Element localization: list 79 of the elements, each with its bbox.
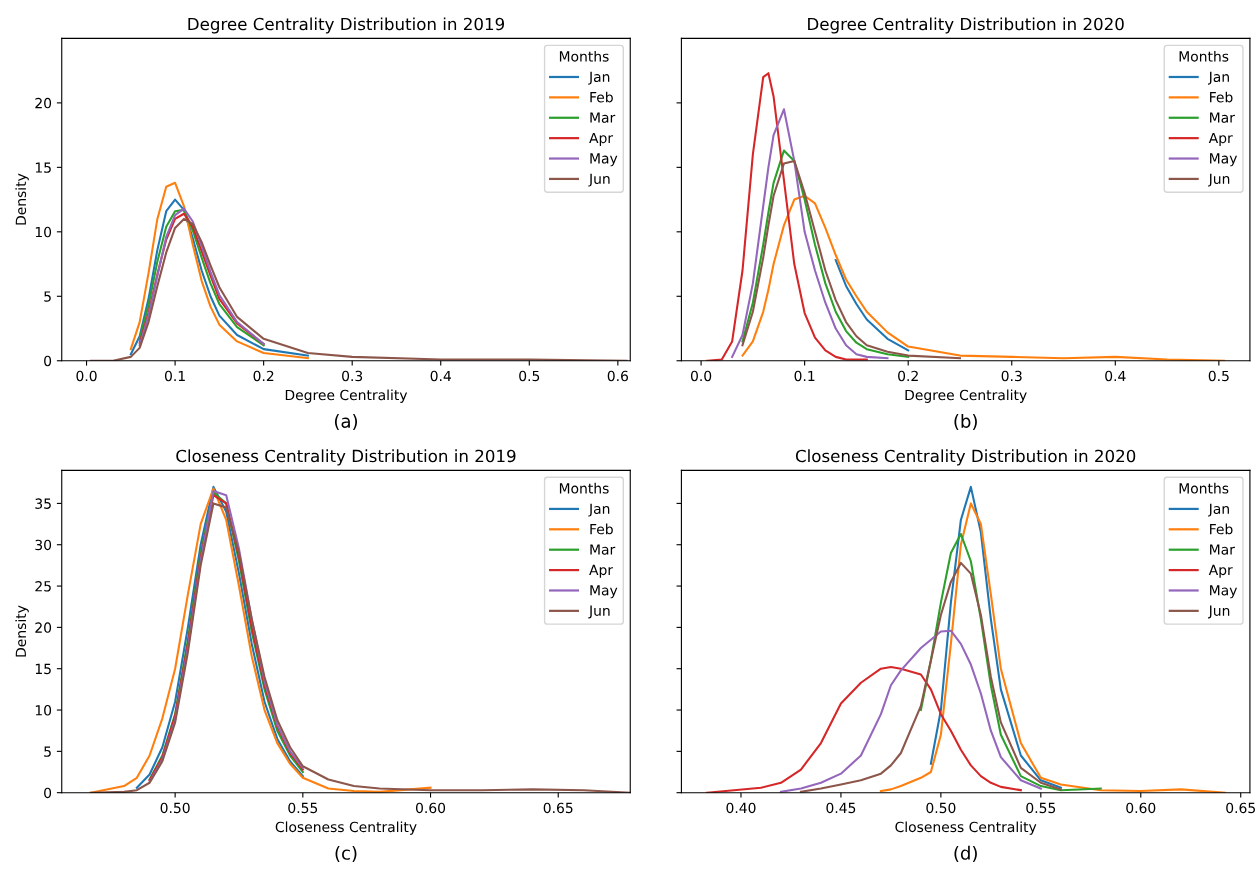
legend-label: Jun bbox=[588, 605, 610, 619]
legend-label: Mar bbox=[1210, 112, 1235, 123]
legend-label: Feb bbox=[1210, 523, 1233, 535]
legend-label: Mar bbox=[590, 112, 616, 123]
legend-label: Apr bbox=[589, 564, 614, 578]
legend-title: Months bbox=[1179, 50, 1229, 62]
x-tick-label: 0.40 bbox=[726, 802, 756, 814]
legend-label: Jan bbox=[1207, 71, 1229, 85]
x-tick-label: 0.65 bbox=[1226, 802, 1255, 814]
x-tick-label: 0.1 bbox=[164, 370, 185, 382]
legend-title: Months bbox=[1179, 482, 1229, 494]
x-tick-label: 0.50 bbox=[160, 802, 190, 814]
y-tick-label: 0 bbox=[44, 787, 52, 799]
legend-label: Feb bbox=[590, 91, 613, 103]
y-tick-label: 5 bbox=[44, 291, 51, 302]
legend-label: May bbox=[1210, 153, 1237, 167]
y-tick-label: 5 bbox=[44, 746, 51, 757]
x-tick-label: 0.55 bbox=[288, 802, 318, 814]
legend-label: Apr bbox=[589, 132, 614, 146]
x-tick-label: 0.65 bbox=[543, 802, 573, 814]
legend-label: Jun bbox=[1207, 173, 1230, 187]
x-axis-title: Closeness Centrality bbox=[895, 821, 1037, 835]
x-tick-label: 0.45 bbox=[826, 802, 856, 814]
legend-label: Jun bbox=[588, 173, 610, 187]
x-tick-label: 0.6 bbox=[607, 370, 629, 382]
x-tick-label: 0.4 bbox=[430, 370, 452, 382]
x-tick-label: 0.50 bbox=[926, 802, 956, 814]
text: (b) bbox=[954, 413, 977, 431]
x-tick-label: 0.60 bbox=[1126, 802, 1156, 814]
legend-label: May bbox=[1210, 585, 1237, 599]
y-tick-label: 30 bbox=[35, 539, 52, 551]
x-axis-title: Closeness Centrality bbox=[275, 821, 417, 835]
legend-label: Jan bbox=[1207, 503, 1229, 517]
x-tick-label: 0.1 bbox=[794, 370, 815, 382]
chart-title: Closeness Centrality Distribution in 2019 bbox=[176, 449, 516, 466]
y-tick-label: 15 bbox=[35, 663, 51, 675]
legend-label: Mar bbox=[590, 544, 616, 555]
x-tick-label: 0.5 bbox=[519, 370, 540, 382]
x-tick-label: 0.60 bbox=[415, 802, 446, 814]
legend-label: Feb bbox=[590, 523, 613, 535]
x-tick-label: 0.5 bbox=[1208, 370, 1229, 382]
legend-label: Jan bbox=[588, 503, 610, 517]
x-tick-label: 0.3 bbox=[342, 370, 363, 382]
x-tick-label: 0.55 bbox=[1026, 802, 1056, 814]
y-axis-title: Density bbox=[15, 605, 29, 657]
x-axis-title: Degree Centrality bbox=[285, 389, 408, 403]
legend-label: Mar bbox=[1210, 544, 1235, 555]
x-tick-label: 0.0 bbox=[76, 370, 97, 382]
legend-title: Months bbox=[559, 50, 609, 62]
legend-label: Jan bbox=[588, 71, 610, 85]
chart-title: Degree Centrality Distribution in 2020 bbox=[808, 17, 1124, 34]
text: (d) bbox=[954, 845, 977, 862]
y-tick-label: 20 bbox=[35, 622, 52, 633]
y-tick-label: 15 bbox=[35, 162, 51, 173]
legend-title: Months bbox=[559, 482, 609, 494]
x-tick-label: 0.2 bbox=[898, 370, 918, 382]
y-tick-label: 20 bbox=[35, 97, 52, 109]
x-tick-label: 0.4 bbox=[1105, 370, 1126, 382]
legend-label: Feb bbox=[1210, 91, 1233, 103]
y-tick-label: 10 bbox=[35, 705, 52, 716]
x-tick-label: 0.2 bbox=[253, 370, 274, 382]
y-tick-label: 25 bbox=[35, 581, 51, 592]
y-tick-label: 0 bbox=[44, 355, 52, 367]
line-series bbox=[89, 487, 432, 793]
legend-label: May bbox=[590, 585, 618, 599]
legend-label: Apr bbox=[1208, 564, 1233, 578]
text: (c) bbox=[335, 845, 357, 862]
chart-title: Degree Centrality Distribution in 2019 bbox=[188, 17, 505, 34]
y-axis-title: Density bbox=[15, 173, 29, 225]
chart-title: Closeness Centrality Distribution in 2020 bbox=[795, 449, 1136, 466]
y-tick-label: 35 bbox=[35, 498, 51, 509]
y-tick-label: 10 bbox=[35, 226, 52, 238]
legend-label: Apr bbox=[1208, 132, 1233, 146]
x-tick-label: 0.0 bbox=[690, 370, 712, 382]
text: (a) bbox=[334, 413, 358, 431]
x-axis-title: Degree Centrality bbox=[905, 389, 1027, 403]
legend-label: May bbox=[590, 153, 618, 167]
x-tick-label: 0.3 bbox=[1001, 370, 1022, 382]
legend-label: Jun bbox=[1207, 605, 1230, 619]
